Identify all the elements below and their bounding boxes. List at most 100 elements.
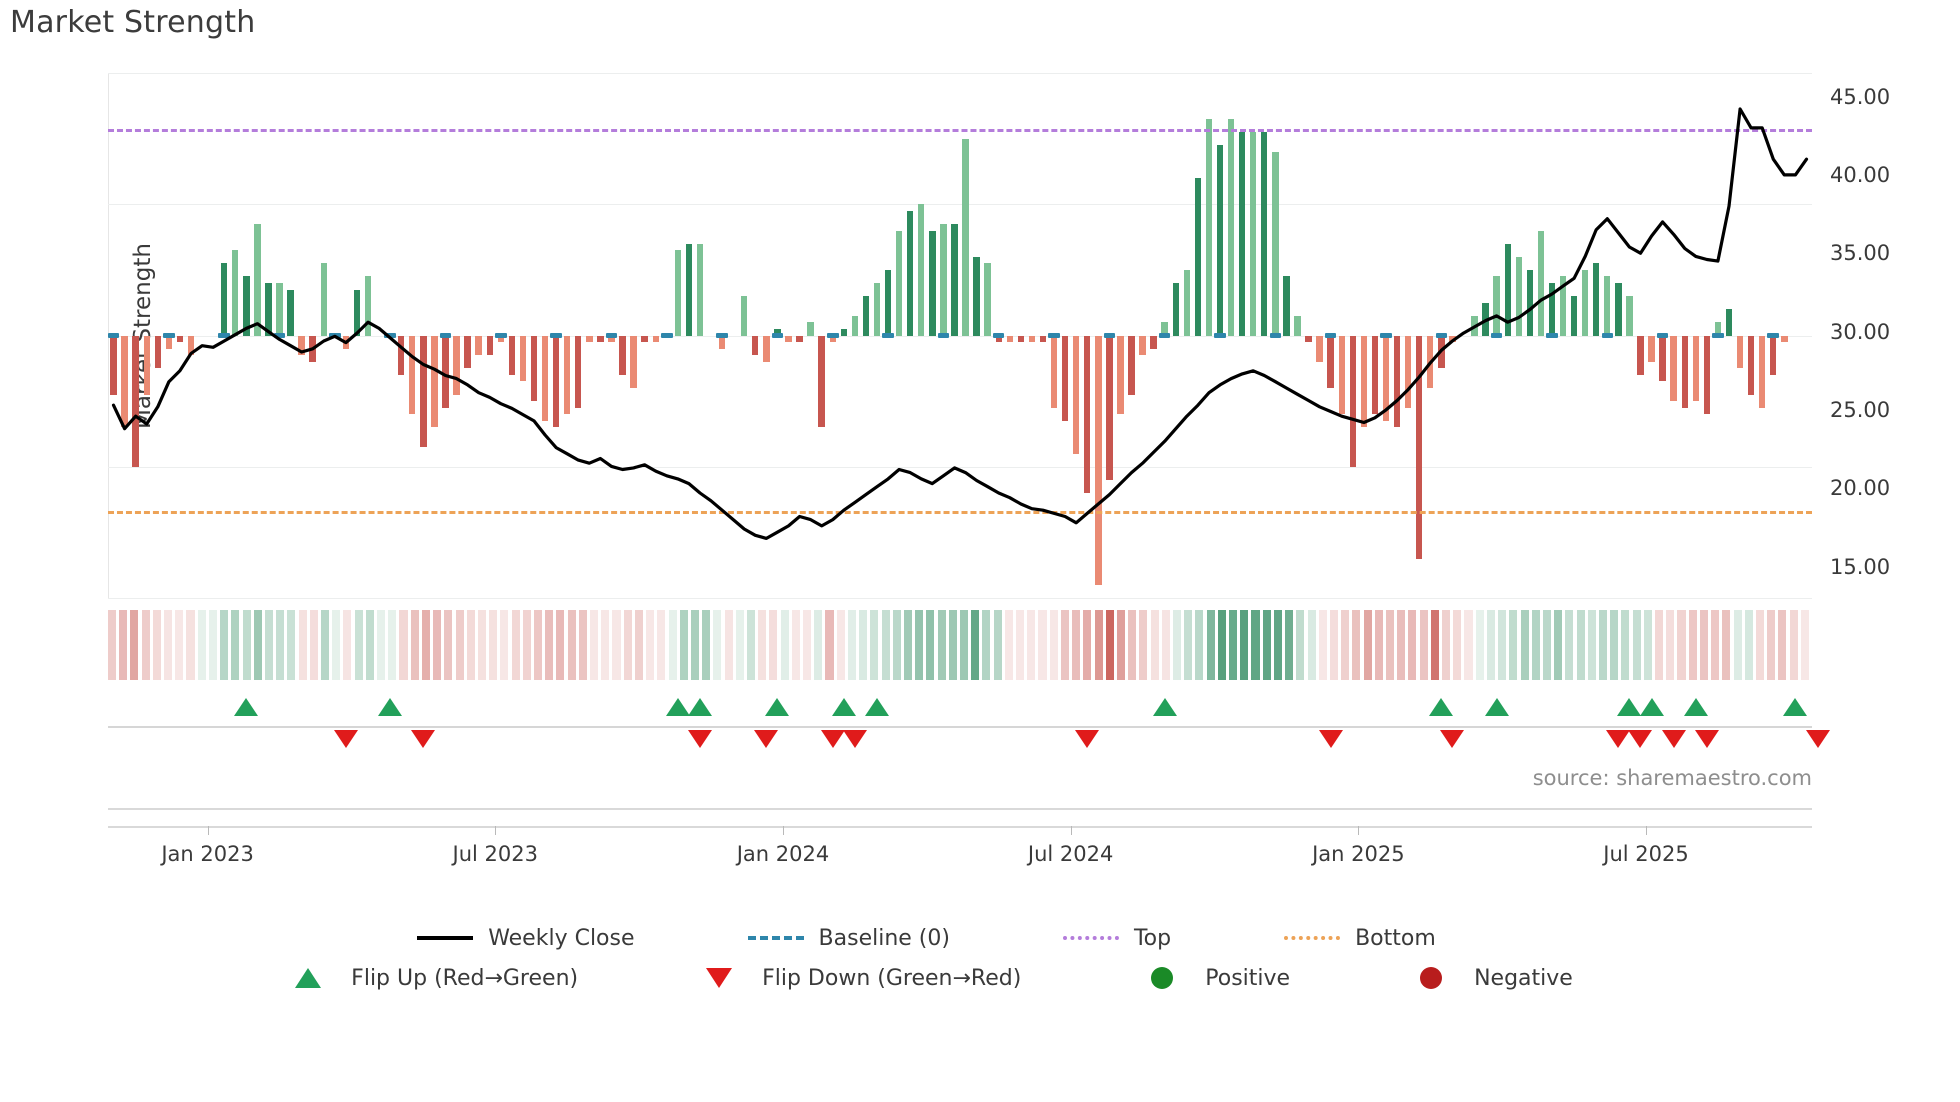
legend-item[interactable]: Flip Up (Red→Green) [277, 966, 578, 991]
flip-down-marker [1694, 730, 1719, 748]
strength-bar [1659, 335, 1666, 382]
strength-bar [608, 335, 615, 343]
flip-up-marker [687, 698, 712, 716]
strength-bar [1117, 335, 1124, 415]
strength-bar [973, 256, 980, 336]
strength-bar [1415, 335, 1423, 559]
heat-cell [332, 610, 341, 680]
strength-bar [962, 138, 969, 336]
market-strength-plot: 40200−20−40 45.0040.0035.0030.0025.0020.… [107, 73, 1890, 599]
heat-cell [309, 610, 318, 680]
strength-bar [774, 328, 781, 336]
legend-item[interactable]: Negative [1400, 966, 1573, 991]
strength-bar [298, 335, 305, 356]
triangle-down-icon [688, 966, 750, 990]
heat-cell [1049, 610, 1058, 680]
heat-cell [175, 610, 184, 680]
strength-bar [718, 335, 726, 349]
baseline-segment [439, 333, 452, 338]
strength-bar [1084, 335, 1091, 493]
heat-cell [1352, 610, 1361, 680]
strength-bar [1781, 335, 1788, 343]
x-tick-label: Jan 2025 [1312, 842, 1405, 866]
heat-cell [780, 610, 789, 680]
heat-cell [769, 610, 778, 680]
y2-tick-label: 35.00 [1830, 241, 1891, 266]
strength-bar [1736, 335, 1744, 369]
heat-cell [881, 610, 890, 680]
heat-cell [825, 610, 834, 680]
heat-cell [1094, 610, 1103, 680]
flip-down-marker [1606, 730, 1631, 748]
heat-cell [1688, 610, 1697, 680]
heat-cell [1363, 610, 1372, 680]
strength-bar [918, 204, 925, 336]
heat-cell [511, 610, 520, 680]
heat-cell [1060, 610, 1069, 680]
strength-bar [1581, 269, 1589, 336]
heat-cell [903, 610, 912, 680]
heat-cell [578, 610, 587, 680]
heat-cell [1195, 610, 1204, 680]
strength-bar [1238, 132, 1246, 336]
strength-bar [1526, 269, 1534, 336]
legend-item[interactable]: Baseline (0) [745, 926, 950, 951]
strength-bar [1227, 118, 1235, 336]
baseline-segment [1214, 333, 1226, 338]
bottom-reference-line [108, 511, 1812, 515]
strength-bar [1039, 335, 1047, 343]
heat-cell [612, 610, 621, 680]
page-title: Market Strength [10, 5, 256, 40]
heat-cell [444, 610, 453, 680]
circle-icon [1131, 966, 1193, 990]
dashed-line-icon [745, 926, 807, 950]
lower-divider-line [108, 808, 1812, 810]
x-tick-mark [1646, 826, 1648, 835]
heat-cell [534, 610, 543, 680]
heat-cell [791, 610, 800, 680]
strength-bar [1637, 335, 1644, 375]
heat-cell [1184, 610, 1193, 680]
strength-bar [1626, 296, 1633, 336]
strength-bar [1570, 296, 1578, 336]
flip-down-marker [1805, 730, 1830, 748]
strength-bar [1758, 335, 1766, 408]
heat-cell [814, 610, 823, 680]
legend-item[interactable]: Bottom [1281, 926, 1436, 951]
strength-bar [1095, 335, 1102, 585]
strength-bar [1316, 335, 1323, 362]
flip-up-marker [1639, 698, 1664, 716]
heat-cell [1565, 610, 1574, 680]
heat-cell [1655, 610, 1664, 680]
legend-item[interactable]: Positive [1131, 966, 1290, 991]
heat-cell [1442, 610, 1451, 680]
heat-cell [1307, 610, 1316, 680]
heat-cell [601, 610, 610, 680]
baseline-segment [1490, 333, 1503, 338]
heat-cell [298, 610, 307, 680]
baseline-segment [1546, 333, 1558, 338]
strength-bar [851, 315, 859, 336]
strength-bar [1493, 276, 1500, 336]
baseline-segment [716, 333, 728, 338]
heat-cell [690, 610, 699, 680]
heat-cell [870, 610, 879, 680]
baseline-segment [826, 333, 839, 338]
strength-bar [1725, 309, 1733, 336]
strength-bar [685, 243, 693, 336]
strength-bar [276, 283, 283, 336]
x-tick-label: Jul 2025 [1603, 842, 1689, 866]
heat-cell [702, 610, 711, 680]
strength-bar [541, 335, 549, 421]
strength-bar [597, 335, 604, 343]
heat-cell [500, 610, 509, 680]
heat-cell [1531, 610, 1540, 680]
strength-bar [1504, 243, 1511, 336]
legend-item[interactable]: Weekly Close [414, 926, 635, 951]
legend-item[interactable]: Flip Down (Green→Red) [688, 966, 1021, 991]
heat-cell [1273, 610, 1282, 680]
heat-cell [1498, 610, 1507, 680]
legend-item[interactable]: Top [1060, 926, 1171, 951]
heat-cell [321, 610, 330, 680]
strength-bar [1559, 276, 1567, 336]
